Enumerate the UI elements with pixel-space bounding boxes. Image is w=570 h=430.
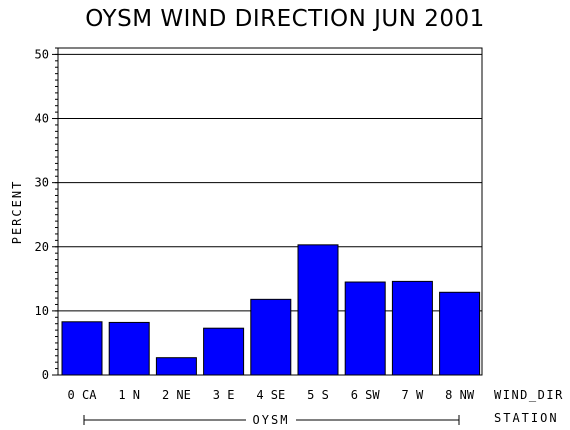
bar-7-w <box>391 280 433 376</box>
y-axis-label: PERCENT <box>10 180 24 245</box>
x-tick-label: 5 S <box>307 388 329 402</box>
x-tick-label: 1 N <box>118 388 140 402</box>
bars <box>61 244 481 376</box>
y-tick-label: 40 <box>35 112 49 126</box>
x-tick-labels: 0 CA 1 N 2 NE 3 E 4 SE 5 S 6 SW 7 W 8 NW <box>68 388 475 402</box>
bar-1-n <box>108 321 150 376</box>
x-tick-label: 6 SW <box>351 388 381 402</box>
station-name: OYSM <box>253 413 290 427</box>
station-axis-label: STATION <box>494 411 559 425</box>
station-bracket: OYSM <box>83 413 460 427</box>
y-tick-label: 30 <box>35 176 49 190</box>
x-tick-label: 2 NE <box>162 388 191 402</box>
bar-3-e <box>203 327 245 376</box>
bar-6-sw <box>344 281 386 376</box>
bar-8-nw <box>439 291 481 376</box>
y-tick-label: 0 <box>42 368 49 382</box>
y-tick-labels: 0 10 20 30 40 50 <box>35 47 58 382</box>
bar-5-s <box>297 244 339 376</box>
bar-0-ca <box>61 321 103 376</box>
y-tick-label: 50 <box>35 47 49 61</box>
x-axis-label: WIND_DIR <box>494 388 564 402</box>
gridlines <box>58 53 482 312</box>
y-tick-label: 10 <box>35 304 49 318</box>
x-tick-label: 3 E <box>213 388 235 402</box>
bar-4-se <box>250 298 292 376</box>
x-tick-label: 7 W <box>402 388 424 402</box>
x-tick-label: 0 CA <box>68 388 98 402</box>
bar-2-ne <box>155 357 197 376</box>
chart-title: OYSM WIND DIRECTION JUN 2001 <box>85 6 485 32</box>
y-tick-label: 20 <box>35 240 49 254</box>
x-tick-label: 4 SE <box>256 388 285 402</box>
x-tick-label: 8 NW <box>445 388 475 402</box>
plot-frame <box>57 47 483 376</box>
